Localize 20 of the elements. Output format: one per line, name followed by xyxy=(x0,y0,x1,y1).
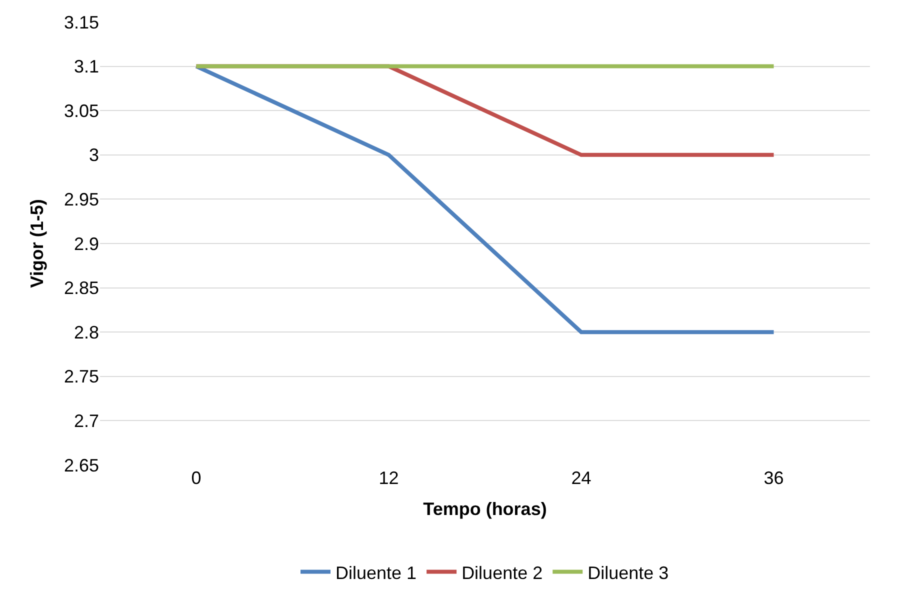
y-axis-title: Vigor (1-5) xyxy=(27,199,48,288)
y-tick-label: 3 xyxy=(88,145,99,166)
y-tick-label: 3.05 xyxy=(64,100,99,121)
x-tick-label: 24 xyxy=(571,468,592,488)
y-tick-label: 3.15 xyxy=(64,12,99,32)
legend-label: Diluente 3 xyxy=(588,562,669,583)
y-tick-label: 2.75 xyxy=(64,366,99,387)
x-axis-title: Tempo (horas) xyxy=(423,499,547,520)
x-tick-label: 0 xyxy=(191,468,202,488)
legend-label: Diluente 2 xyxy=(462,562,543,583)
y-tick-label: 3.1 xyxy=(74,56,99,77)
y-tick-label: 2.9 xyxy=(74,234,99,254)
y-tick-label: 2.85 xyxy=(64,278,99,298)
legend-label: Diluente 1 xyxy=(336,562,417,583)
y-tick-label: 2.7 xyxy=(74,411,99,431)
x-tick-label: 12 xyxy=(378,468,399,488)
y-tick-label: 2.95 xyxy=(64,190,99,210)
y-tick-label: 2.8 xyxy=(74,322,99,342)
y-tick-label: 2.65 xyxy=(64,455,99,476)
x-tick-label: 36 xyxy=(764,468,784,488)
